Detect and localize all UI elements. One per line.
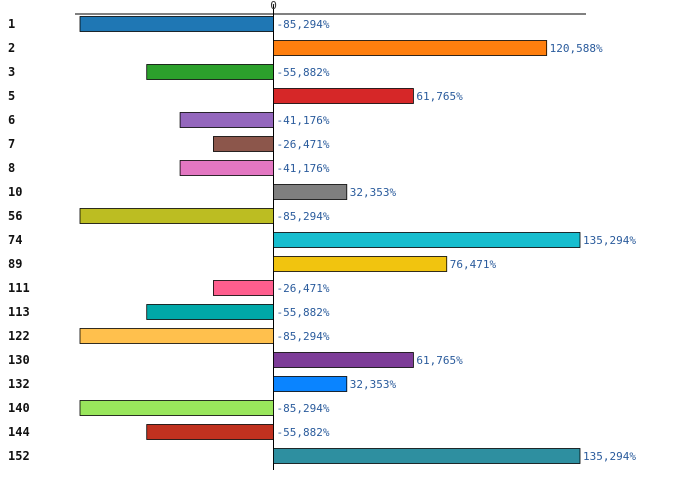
value-label: -55,882%: [277, 66, 330, 79]
category-label: 89: [8, 257, 22, 271]
category-label: 7: [8, 137, 15, 151]
bar: [79, 400, 274, 416]
category-label: 3: [8, 65, 15, 79]
bar: [273, 376, 348, 392]
value-label: 135,294%: [583, 234, 636, 247]
bar: [273, 256, 448, 272]
value-label: -26,471%: [277, 282, 330, 295]
category-label: 1: [8, 17, 15, 31]
value-label: 120,588%: [550, 42, 603, 55]
value-label: 61,765%: [416, 354, 463, 367]
bar: [213, 136, 274, 152]
value-label: -41,176%: [277, 114, 330, 127]
category-label: 130: [8, 353, 30, 367]
category-label: 152: [8, 449, 30, 463]
category-label: 2: [8, 41, 15, 55]
category-label: 6: [8, 113, 15, 127]
bar: [273, 352, 414, 368]
value-label: 76,471%: [450, 258, 497, 271]
value-label: -85,294%: [277, 402, 330, 415]
bar: [179, 160, 274, 176]
category-label: 122: [8, 329, 30, 343]
category-label: 113: [8, 305, 30, 319]
bar: [146, 424, 274, 440]
bar: [179, 112, 274, 128]
bar: [146, 304, 274, 320]
bar: [146, 64, 274, 80]
category-label: 56: [8, 209, 22, 223]
value-label: 135,294%: [583, 450, 636, 463]
value-label: 61,765%: [416, 90, 463, 103]
category-label: 74: [8, 233, 22, 247]
bar: [79, 208, 274, 224]
zero-tick-label: 0: [270, 0, 277, 12]
bars-group: 1 -85,294% 2 120,588% 3 -55,882% 5 61,765% 6 -41,…: [8, 16, 636, 464]
value-label: 32,353%: [350, 378, 397, 391]
value-label: -85,294%: [277, 18, 330, 31]
value-label: -85,294%: [277, 330, 330, 343]
value-label: -55,882%: [277, 426, 330, 439]
category-label: 5: [8, 89, 15, 103]
category-label: 132: [8, 377, 30, 391]
bar: [79, 328, 274, 344]
bar: [273, 88, 414, 104]
value-label: -55,882%: [277, 306, 330, 319]
category-label: 140: [8, 401, 30, 415]
value-label: -85,294%: [277, 210, 330, 223]
category-label: 144: [8, 425, 30, 439]
category-label: 10: [8, 185, 22, 199]
category-label: 111: [8, 281, 30, 295]
bar: [273, 40, 548, 56]
bar: [273, 448, 581, 464]
bar: [213, 280, 274, 296]
category-label: 8: [8, 161, 15, 175]
value-label: 32,353%: [350, 186, 397, 199]
bar: [273, 184, 348, 200]
value-label: -41,176%: [277, 162, 330, 175]
value-label: -26,471%: [277, 138, 330, 151]
bar: [79, 16, 274, 32]
bar: [273, 232, 581, 248]
